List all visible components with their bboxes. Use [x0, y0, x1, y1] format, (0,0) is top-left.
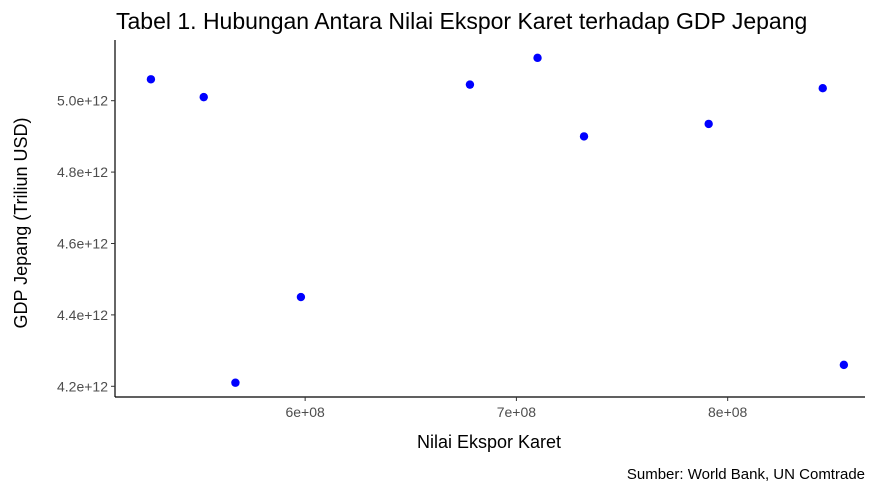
y-tick-label: 4.8e+12	[57, 164, 108, 180]
x-tick-label: 6e+08	[285, 404, 325, 420]
data-point	[818, 83, 827, 93]
source-caption: Sumber: World Bank, UN Comtrade	[626, 466, 865, 483]
data-point	[146, 75, 156, 84]
x-tick-label: 8e+08	[708, 404, 748, 420]
data-point	[231, 378, 240, 387]
y-tick-label: 5.0e+12	[57, 93, 108, 109]
chart-title: Tabel 1. Hubungan Antara Nilai Ekspor Ka…	[116, 8, 808, 34]
x-tick-label: 7e+08	[497, 404, 537, 420]
y-tick-label: 4.2e+12	[57, 378, 108, 394]
data-point	[199, 92, 208, 102]
y-tick-label: 4.6e+12	[57, 235, 108, 251]
y-axis-title: GDP Jepang (Triliun USD)	[11, 117, 31, 328]
data-point	[465, 80, 475, 89]
axes-layer: 6e+08 7e+08 8e+08 4.2e+12 4.4e+12 4.6e+12 4.8e…	[57, 40, 865, 420]
y-tick-label: 4.4e+12	[57, 307, 108, 323]
data-point	[579, 132, 589, 141]
data-point	[296, 292, 306, 302]
x-axis-title: Nilai Ekspor Karet	[417, 432, 561, 452]
data-point	[839, 360, 849, 370]
data-point	[533, 53, 542, 63]
points-layer	[146, 53, 849, 387]
data-point	[704, 119, 713, 129]
